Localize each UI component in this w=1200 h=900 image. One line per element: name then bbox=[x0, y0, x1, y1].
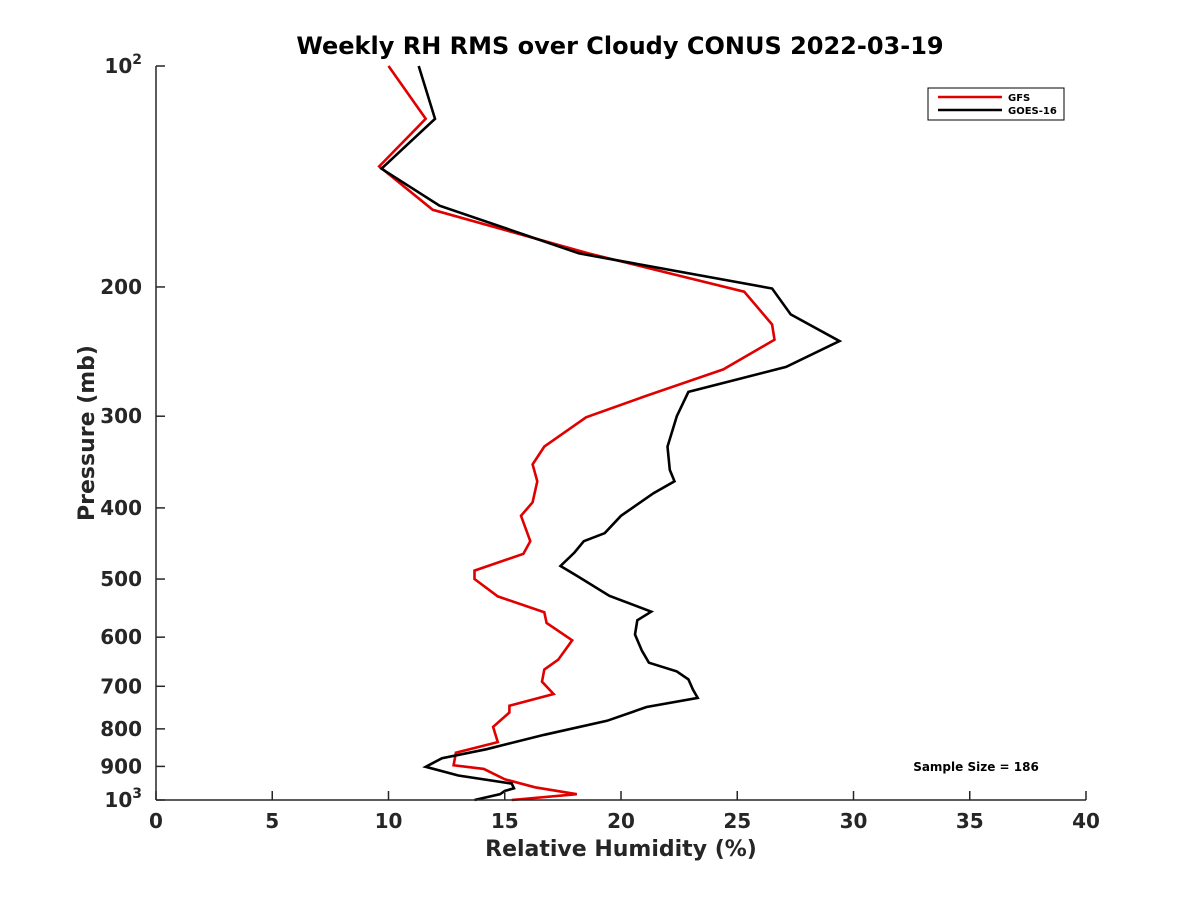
plot-lines bbox=[377, 65, 843, 802]
x-tick-label-1: 5 bbox=[265, 809, 279, 833]
y-tick-label-0: 102 bbox=[104, 52, 142, 78]
x-axis-label: Relative Humidity (%) bbox=[485, 837, 757, 862]
x-tick-label-5: 25 bbox=[723, 809, 751, 833]
legend-label-goes16: GOES-16 bbox=[1008, 106, 1057, 117]
legend-box bbox=[927, 87, 1065, 121]
x-tick-label-7: 35 bbox=[956, 809, 984, 833]
y-tick-label-7: 800 bbox=[100, 717, 142, 741]
y-tick-label-9: 103 bbox=[104, 786, 142, 812]
y-tick-label-8: 900 bbox=[100, 754, 142, 778]
y-tick-label-3: 400 bbox=[100, 496, 142, 520]
y-tick-label-2: 300 bbox=[100, 404, 142, 428]
x-tick-label-0: 0 bbox=[149, 809, 163, 833]
y-tick-label-1: 200 bbox=[100, 275, 142, 299]
y-axis-label: Pressure (mb) bbox=[75, 345, 100, 521]
sample-size-annotation: Sample Size = 186 bbox=[913, 760, 1039, 774]
y-axis-ticks: 102 200 300 400 500 600 700 800 900 103 bbox=[100, 52, 165, 812]
y-tick-label-6: 700 bbox=[100, 674, 142, 698]
x-tick-label-3: 15 bbox=[491, 809, 519, 833]
y-tick-label-4: 500 bbox=[100, 567, 142, 591]
x-axis-ticks: 0 5 10 15 20 25 30 35 40 bbox=[149, 791, 1100, 833]
x-tick-label-4: 20 bbox=[607, 809, 635, 833]
x-tick-label-8: 40 bbox=[1072, 809, 1100, 833]
x-tick-label-2: 10 bbox=[375, 809, 403, 833]
legend: GFS GOES-16 bbox=[927, 87, 1065, 121]
chart-title: Weekly RH RMS over Cloudy CONUS 2022-03-… bbox=[296, 32, 943, 60]
legend-label-gfs: GFS bbox=[1008, 93, 1030, 104]
x-tick-label-6: 30 bbox=[840, 809, 868, 833]
y-tick-label-5: 600 bbox=[100, 625, 142, 649]
series-line-goes-16 bbox=[379, 65, 843, 802]
series-line-gfs bbox=[377, 65, 776, 802]
